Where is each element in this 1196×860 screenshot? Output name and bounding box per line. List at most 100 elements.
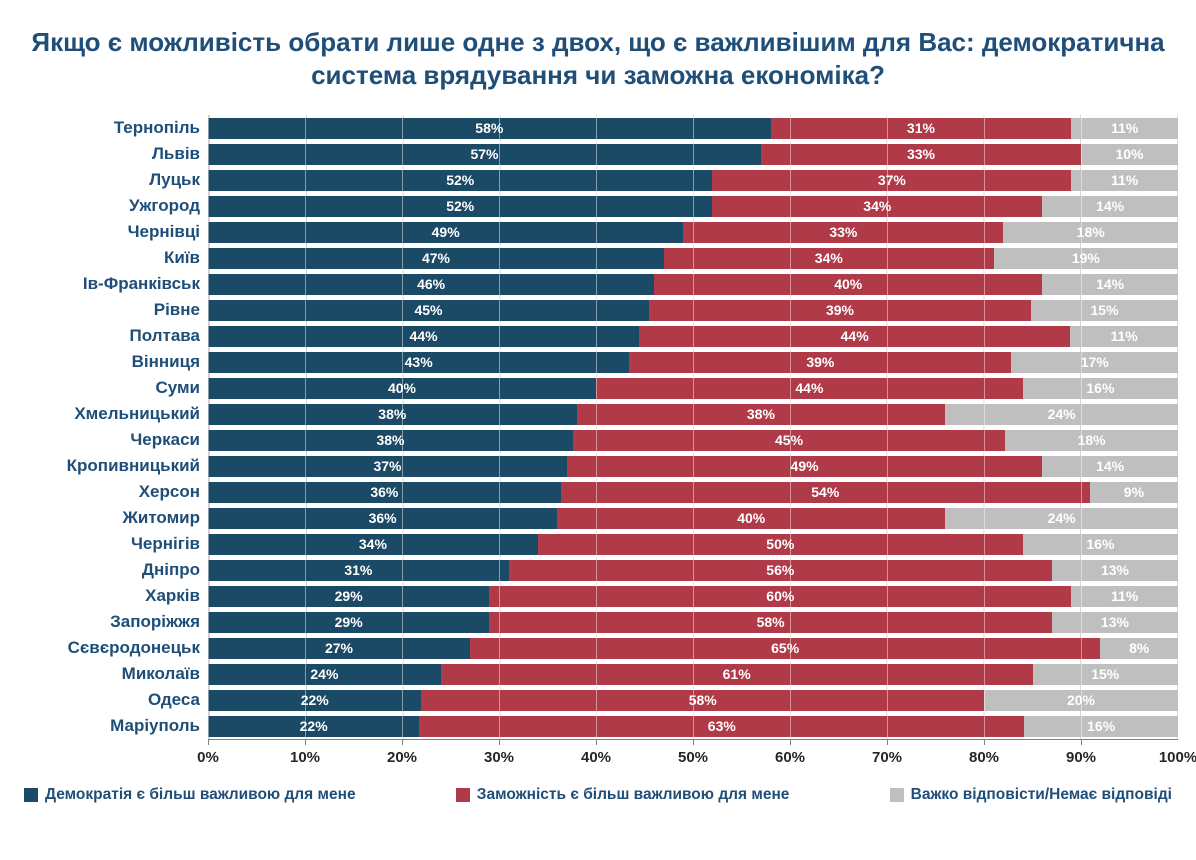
bar-segment-1: 34% xyxy=(663,247,994,269)
bar-segment-0: 22% xyxy=(208,715,420,737)
bar-segment-2: 14% xyxy=(1042,195,1178,217)
bar-row: Львів 57% 33% 10% xyxy=(18,141,1178,167)
category-label: Чернівці xyxy=(127,222,200,241)
bar-segment-1: 45% xyxy=(572,429,1006,451)
bar-segment-2: 14% xyxy=(1042,273,1178,295)
bar-segment-2: 8% xyxy=(1100,637,1178,659)
bar-row: Чернігів 34% 50% 16% xyxy=(18,531,1178,557)
stacked-bar: 29% 58% 13% xyxy=(208,611,1178,633)
category-label: Одеса xyxy=(148,690,200,709)
bar-row: Одеса 22% 58% 20% xyxy=(18,687,1178,713)
category-label: Харків xyxy=(145,586,200,605)
legend-marker-icon xyxy=(889,788,904,802)
bar-rows: Тернопіль 58% 31% 11% Львів 57% 33% 10% Луцьк 52%… xyxy=(18,115,1179,739)
bar-row: Хмельницький 38% 38% 24% xyxy=(18,401,1178,427)
bar-segment-2: 24% xyxy=(945,507,1178,529)
bar-segment-2: 19% xyxy=(993,247,1178,269)
bar-row: Ужгород 52% 34% 14% xyxy=(18,193,1178,219)
bar-segment-2: 11% xyxy=(1070,325,1178,347)
category-label: Рівне xyxy=(153,300,200,319)
stacked-bar: 52% 37% 11% xyxy=(208,169,1179,191)
bar-segment-0: 24% xyxy=(208,663,441,685)
stacked-bar: 49% 33% 18% xyxy=(208,221,1178,243)
bar-segment-1: 40% xyxy=(654,273,1043,295)
x-axis-tick-label: 30% xyxy=(483,749,515,766)
category-label: Сєвєродонецьк xyxy=(67,638,200,657)
stacked-bar: 29% 60% 11% xyxy=(208,585,1178,607)
category-label: Чернігів xyxy=(130,534,200,553)
bar-segment-0: 40% xyxy=(208,377,596,399)
bar-segment-1: 33% xyxy=(760,143,1081,165)
bar-row: Суми 40% 44% 16% xyxy=(18,375,1178,401)
bar-row: Херсон 36% 54% 9% xyxy=(18,479,1179,505)
stacked-bar: 38% 38% 24% xyxy=(208,403,1178,425)
bar-segment-2: 13% xyxy=(1051,559,1178,581)
bar-row: Дніпро 31% 56% 13% xyxy=(18,557,1178,583)
bar-segment-0: 45% xyxy=(208,299,649,321)
bar-segment-2: 16% xyxy=(1022,533,1178,555)
category-label: Київ xyxy=(163,248,200,267)
stacked-bar: 52% 34% 14% xyxy=(208,195,1178,217)
bar-segment-0: 57% xyxy=(208,143,761,165)
stacked-bar: 24% 61% 15% xyxy=(208,663,1178,685)
category-label: Дніпро xyxy=(141,560,200,579)
stacked-bar: 34% 50% 16% xyxy=(208,533,1178,555)
bar-row: Вінниця 43% 39% 17% xyxy=(18,349,1178,375)
category-label: Маріуполь xyxy=(110,716,200,735)
bar-segment-0: 29% xyxy=(208,611,490,633)
bar-row: Тернопіль 58% 31% 11% xyxy=(18,115,1178,141)
bar-segment-2: 15% xyxy=(1032,663,1178,685)
chart-title: Якщо є можливість обрати лише одне з дво… xyxy=(31,27,1165,90)
bar-segment-2: 11% xyxy=(1071,169,1179,191)
category-label: Полтава xyxy=(129,326,200,345)
bar-segment-0: 27% xyxy=(208,637,470,659)
bar-segment-1: 63% xyxy=(419,715,1025,737)
x-axis-tick-label: 100% xyxy=(1158,749,1196,766)
legend-item-0: Демократія є більш важливою для мене xyxy=(24,786,356,804)
bar-row: Луцьк 52% 37% 11% xyxy=(18,167,1179,193)
stacked-bar: 57% 33% 10% xyxy=(208,143,1178,165)
x-axis-tick-label: 90% xyxy=(1065,749,1097,766)
stacked-bar: 31% 56% 13% xyxy=(208,559,1178,581)
bar-row: Харків 29% 60% 11% xyxy=(18,583,1178,609)
bar-row: Чернівці 49% 33% 18% xyxy=(18,219,1178,245)
bar-segment-0: 52% xyxy=(208,195,713,217)
category-label: Луцьк xyxy=(149,170,200,189)
stacked-bar: 36% 54% 9% xyxy=(208,481,1179,503)
bar-row: Житомир 36% 40% 24% xyxy=(18,505,1178,531)
legend-marker-icon xyxy=(24,788,38,802)
legend-item-1: Заможність є більш важливою для мене xyxy=(455,786,789,804)
bar-segment-1: 39% xyxy=(629,351,1012,373)
category-label: Ужгород xyxy=(129,196,200,215)
category-label: Житомир xyxy=(122,508,201,527)
bar-segment-1: 60% xyxy=(489,585,1072,607)
x-axis: 0% 10% 20% 30% 40% 50% 60% 70% 80% 90% 100% xyxy=(197,739,1196,772)
bar-segment-1: 65% xyxy=(469,637,1101,659)
legend-marker-icon xyxy=(455,788,470,802)
bar-segment-1: 40% xyxy=(557,507,946,529)
bar-segment-0: 44% xyxy=(208,325,640,347)
bar-segment-2: 16% xyxy=(1022,377,1178,399)
stacked-bar: 43% 39% 17% xyxy=(208,351,1178,373)
bar-segment-2: 18% xyxy=(1003,221,1178,243)
bar-segment-0: 36% xyxy=(208,481,561,503)
bar-segment-0: 43% xyxy=(208,351,630,373)
bar-row: Сєвєродонецьк 27% 65% 8% xyxy=(18,635,1178,661)
bar-row: Рівне 45% 39% 15% xyxy=(18,297,1178,323)
category-label: Тернопіль xyxy=(113,118,200,137)
bar-segment-2: 16% xyxy=(1024,715,1178,737)
category-label: Запоріжжя xyxy=(110,612,200,631)
bar-segment-1: 33% xyxy=(683,221,1004,243)
bar-row: Кропивницький 37% 49% 14% xyxy=(18,453,1178,479)
x-axis-tick-label: 80% xyxy=(968,749,1000,766)
legend-label: Важко відповісти/Немає відповіді xyxy=(910,786,1172,803)
stacked-bar: 38% 45% 18% xyxy=(208,429,1178,451)
bar-segment-2: 10% xyxy=(1081,143,1178,165)
stacked-bar: 45% 39% 15% xyxy=(208,299,1178,321)
bar-segment-1: 37% xyxy=(712,169,1072,191)
stacked-bar: 22% 63% 16% xyxy=(208,715,1178,737)
bar-segment-0: 46% xyxy=(208,273,655,295)
bar-segment-1: 38% xyxy=(576,403,946,425)
bar-segment-0: 49% xyxy=(208,221,684,243)
